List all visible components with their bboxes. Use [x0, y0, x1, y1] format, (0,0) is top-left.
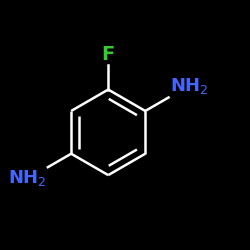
Text: NH$_2$: NH$_2$: [170, 76, 208, 96]
Text: NH$_2$: NH$_2$: [8, 168, 47, 188]
Text: F: F: [102, 45, 115, 64]
